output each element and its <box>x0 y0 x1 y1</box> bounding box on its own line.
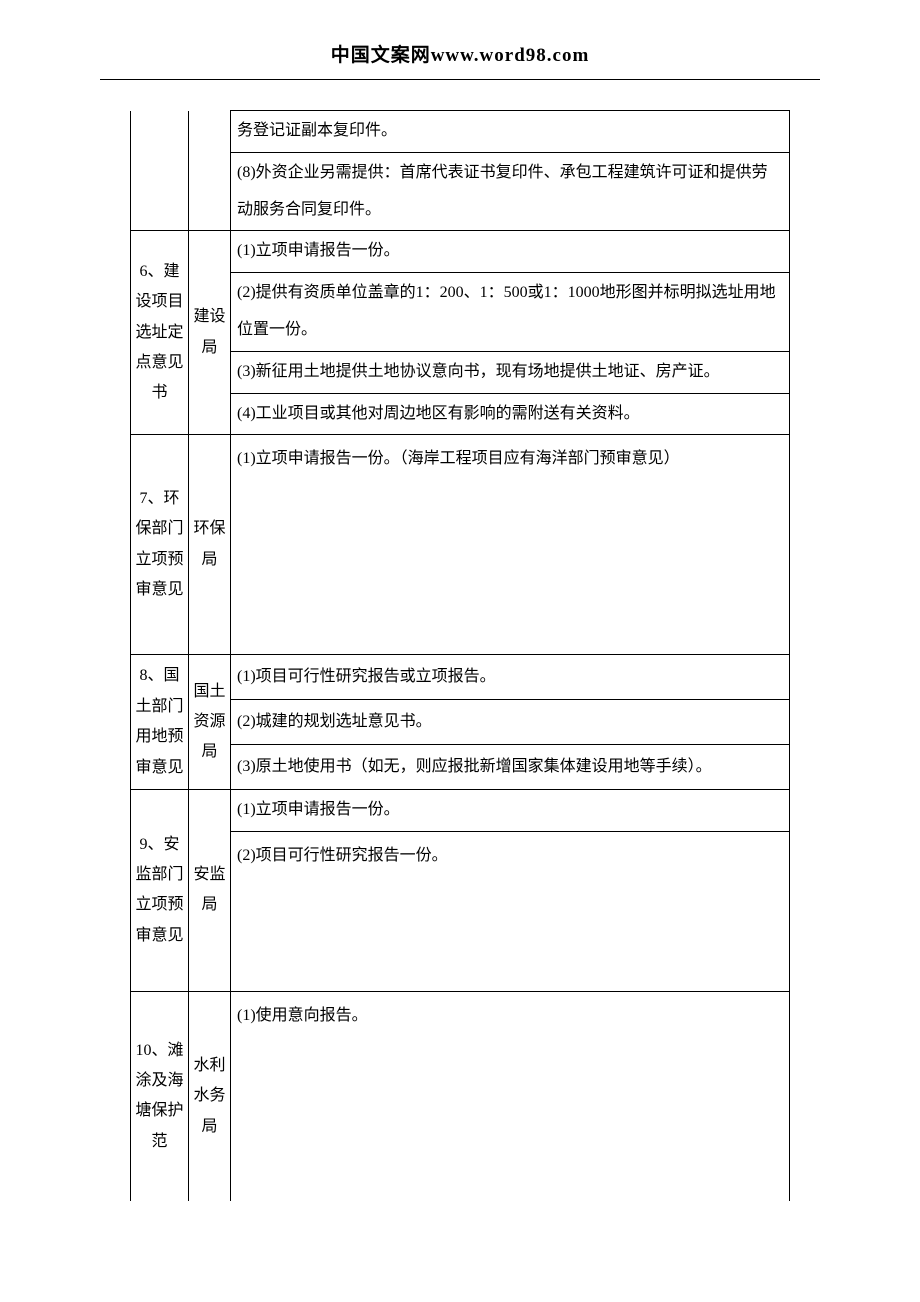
table-content-col: (1)立项申请报告一份。 <box>231 789 790 831</box>
table-content-col: (1)立项申请报告一份。 <box>231 231 790 273</box>
table-row: 6、建设项目选址定点意见书建设局(1)立项申请报告一份。 <box>131 231 790 273</box>
table-item-col: 7、环保部门立项预审意见 <box>131 435 189 655</box>
table-content-col: (4)工业项目或其他对周边地区有影响的需附送有关资料。 <box>231 393 790 435</box>
table-item-col: 10、滩涂及海塘保护范 <box>131 991 189 1201</box>
table-dept-col <box>189 111 231 153</box>
table-content-col: (2)城建的规划选址意见书。 <box>231 700 790 745</box>
table-row: 9、安监部门立项预审意见安监局(1)立项申请报告一份。 <box>131 789 790 831</box>
table-dept-col <box>189 152 231 231</box>
table-dept-col: 国土资源局 <box>189 655 231 790</box>
table-content-col: (1)项目可行性研究报告或立项报告。 <box>231 655 790 700</box>
table-item-col <box>131 111 189 153</box>
table-row: (8)外资企业另需提供：首席代表证书复印件、承包工程建筑许可证和提供劳动服务合同… <box>131 152 790 231</box>
table-item-col: 6、建设项目选址定点意见书 <box>131 231 189 435</box>
table-row: 10、滩涂及海塘保护范水利水务局(1)使用意向报告。 <box>131 991 790 1201</box>
table-content-col: (3)新征用土地提供土地协议意向书，现有场地提供土地证、房产证。 <box>231 351 790 393</box>
table-content-col: (2)项目可行性研究报告一份。 <box>231 831 790 991</box>
table-item-col: 9、安监部门立项预审意见 <box>131 789 189 991</box>
table-content-col: (2)提供有资质单位盖章的1：200、1：500或1：1000地形图并标明拟选址… <box>231 273 790 352</box>
table-item-col <box>131 152 189 231</box>
requirements-table: 务登记证副本复印件。(8)外资企业另需提供：首席代表证书复印件、承包工程建筑许可… <box>130 110 790 1201</box>
page-header: 中国文案网www.word98.com <box>100 40 820 80</box>
table-row: 务登记证副本复印件。 <box>131 111 790 153</box>
table-content-col: (3)原土地使用书（如无，则应报批新增国家集体建设用地等手续）。 <box>231 745 790 790</box>
table-dept-col: 水利水务局 <box>189 991 231 1201</box>
table-row: 7、环保部门立项预审意见环保局(1)立项申请报告一份。（海岸工程项目应有海洋部门… <box>131 435 790 655</box>
table-content-col: (1)立项申请报告一份。（海岸工程项目应有海洋部门预审意见） <box>231 435 790 655</box>
table-row: 8、国土部门用地预审意见国土资源局(1)项目可行性研究报告或立项报告。 <box>131 655 790 700</box>
table-dept-col: 安监局 <box>189 789 231 991</box>
table-item-col: 8、国土部门用地预审意见 <box>131 655 189 790</box>
table-content-col: (1)使用意向报告。 <box>231 991 790 1201</box>
table-content-col: (8)外资企业另需提供：首席代表证书复印件、承包工程建筑许可证和提供劳动服务合同… <box>231 152 790 231</box>
table-dept-col: 环保局 <box>189 435 231 655</box>
table-content-col: 务登记证副本复印件。 <box>231 111 790 153</box>
table-dept-col: 建设局 <box>189 231 231 435</box>
